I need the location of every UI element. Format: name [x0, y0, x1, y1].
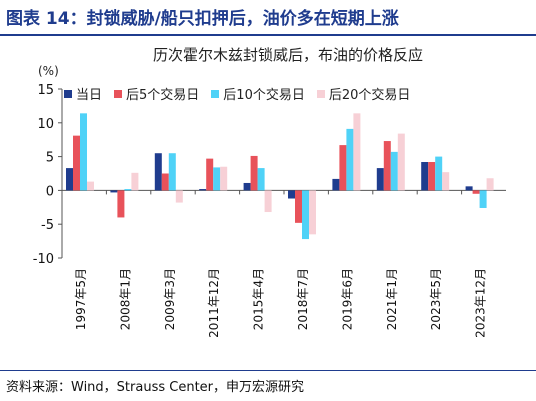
bar-3-2 [175, 190, 183, 203]
bar-1-7 [383, 141, 391, 191]
legend-label-0: 当日 [76, 88, 103, 103]
x-tick-label: 2023年12月 [474, 268, 488, 338]
bar-3-9 [486, 178, 494, 191]
bar-3-0 [87, 181, 94, 191]
source-note: 资料来源：Wind，Strauss Center，申万宏源研究 [6, 380, 305, 395]
bar-1-0 [73, 135, 80, 191]
bar-2-0 [80, 113, 87, 191]
bar-0-3 [199, 189, 207, 191]
x-tick-label: 2009年3月 [163, 268, 177, 330]
bar-0-2 [154, 153, 162, 191]
bar-2-7 [390, 151, 398, 191]
bar-0-4 [243, 182, 251, 191]
bar-2-1 [124, 189, 132, 191]
chart-title: 历次霍尔木兹封锁威后，布油的价格反应 [152, 46, 423, 64]
bar-3-4 [264, 190, 272, 213]
bar-3-1 [131, 172, 139, 191]
x-tick-label: 2023年5月 [429, 268, 443, 330]
bar-3-6 [353, 113, 361, 191]
bar-2-9 [479, 190, 487, 208]
y-tick-label: 15 [37, 83, 54, 98]
bar-3-5 [309, 190, 316, 235]
bar-1-1 [117, 190, 125, 218]
x-tick-label: 2015年4月 [252, 268, 266, 330]
bar-2-2 [168, 153, 176, 191]
title-divider [0, 34, 536, 36]
x-tick-label: 2011年12月 [207, 268, 221, 338]
figure-title: 图表 14：封锁威胁/船只扣押后，油价多在短期上涨 [6, 9, 399, 29]
legend-item-3: 后20个交易日 [316, 84, 411, 103]
x-tick-label: 2008年1月 [118, 268, 132, 330]
x-tick-label: 2019年6月 [340, 268, 354, 330]
legend-item-1: 后5个交易日 [114, 84, 199, 103]
legend-swatch-3 [316, 89, 325, 98]
bar-1-5 [295, 190, 302, 223]
bar-0-1 [110, 190, 118, 193]
bar-3-8 [442, 172, 450, 191]
bar-0-5 [288, 190, 295, 199]
bar-2-4 [257, 168, 265, 191]
bar-1-4 [250, 155, 258, 191]
bar-0-6 [332, 178, 340, 191]
bar-1-2 [161, 173, 169, 191]
y-axis-unit: (%) [38, 64, 59, 78]
bar-2-5 [302, 190, 309, 240]
bar-1-8 [428, 162, 436, 191]
bar-1-3 [206, 158, 214, 191]
legend-swatch-0 [64, 89, 72, 98]
legend-label-1: 后5个交易日 [126, 88, 200, 103]
y-tick-label: 5 [46, 151, 54, 166]
bar-1-6 [339, 145, 347, 191]
y-tick-label: -5 [41, 218, 54, 233]
bar-2-3 [213, 167, 221, 191]
bar-2-6 [346, 128, 354, 191]
bar-2-8 [435, 156, 443, 191]
y-tick-label: 10 [37, 117, 54, 132]
bar-3-7 [397, 133, 405, 191]
y-tick-label: 0 [46, 184, 54, 199]
legend-item-2: 后10个交易日 [211, 84, 305, 103]
legend-swatch-1 [114, 89, 123, 98]
bar-0-9 [465, 186, 473, 191]
chart-legend: 当日 后5个交易日 后10个交易日 后20个交易日 [64, 84, 422, 103]
bar-chart: 15 10 5 0 -5 -10 1997年5月 2008年1月 2009年3月 2011年12月… [33, 83, 506, 338]
bar-0-8 [421, 162, 429, 191]
bar-3-3 [220, 166, 228, 191]
bar-1-9 [472, 190, 480, 194]
x-tick-label: 1997年5月 [74, 268, 88, 330]
x-tick-label: 2018年7月 [296, 268, 310, 330]
legend-swatch-2 [211, 89, 220, 98]
bar-0-0 [66, 168, 73, 191]
y-tick-label: -10 [33, 252, 54, 267]
legend-item-0: 当日 [64, 84, 102, 103]
source-divider [0, 370, 536, 371]
legend-label-3: 后20个交易日 [328, 88, 411, 103]
bar-0-7 [376, 168, 384, 191]
legend-label-2: 后10个交易日 [223, 88, 305, 103]
x-tick-label: 2021年1月 [385, 268, 399, 330]
